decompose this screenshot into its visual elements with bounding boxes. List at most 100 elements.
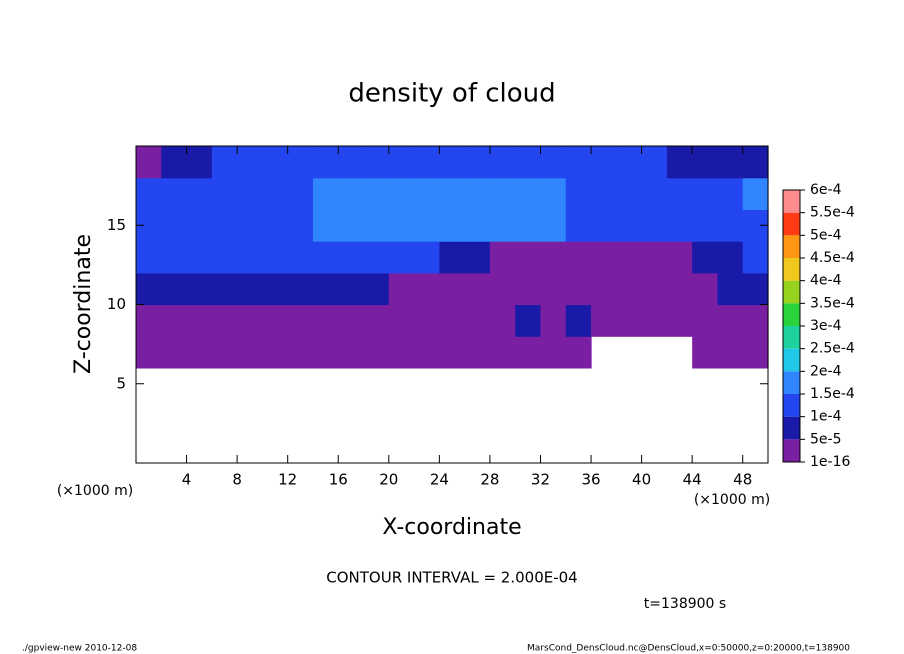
field-cell — [363, 177, 390, 210]
field-cell — [312, 209, 339, 242]
colorbar-box — [783, 212, 800, 236]
field-cell — [717, 177, 744, 210]
field-cell — [338, 209, 365, 242]
field-cell — [161, 304, 188, 337]
colorbar-box — [783, 190, 800, 213]
field-cell — [641, 272, 668, 306]
field-cell — [136, 304, 162, 337]
field-cell — [136, 241, 162, 274]
field-cell — [388, 209, 415, 242]
field-cell — [565, 177, 592, 210]
y-tick-label: 10 — [107, 295, 126, 313]
field-cell — [565, 272, 592, 306]
field-cell — [464, 177, 491, 210]
x-tick-label: 44 — [683, 471, 702, 489]
colorbar-label: 2e-4 — [810, 363, 842, 379]
field-cell — [540, 146, 567, 179]
field-cell — [439, 272, 466, 306]
field-cell — [641, 304, 668, 337]
field-cell — [717, 241, 744, 274]
field-cell — [616, 177, 643, 210]
x-tick-label: 36 — [581, 471, 600, 489]
field-cell — [312, 272, 339, 306]
field-cell — [692, 336, 719, 369]
field-cell — [363, 209, 390, 242]
colorbar-label: 5e-5 — [810, 431, 841, 447]
colorbar-box — [783, 326, 800, 349]
field-cell — [666, 146, 693, 179]
field-cell — [388, 336, 415, 369]
field-cell — [414, 304, 440, 337]
field-cell — [666, 241, 693, 274]
field-cell — [540, 241, 567, 274]
field-cell — [464, 304, 491, 337]
field-cell — [363, 304, 390, 337]
field-cell — [540, 209, 567, 242]
field-cell — [211, 272, 238, 306]
colorbar-label: 6e-4 — [810, 182, 842, 198]
field-cell — [742, 146, 769, 179]
field-cell — [312, 177, 339, 210]
field-cell — [717, 272, 744, 306]
footer-right: MarsCond_DensCloud.nc@DensCloud,x=0:5000… — [527, 644, 850, 654]
field-cell — [666, 177, 693, 210]
field-cell — [287, 146, 314, 179]
field-cell — [692, 146, 719, 179]
y-unit: (×1000 m) — [57, 483, 133, 499]
field-cell — [363, 241, 390, 274]
field-cell — [439, 177, 466, 210]
field-cell — [489, 241, 516, 274]
field-cell — [742, 241, 769, 274]
colorbar-label: 2.5e-4 — [810, 341, 855, 357]
field-cell — [237, 336, 263, 369]
field-cell — [666, 209, 693, 242]
field-cell — [237, 272, 263, 306]
colorbar-label: 4.5e-4 — [810, 250, 855, 266]
field-cell — [489, 336, 516, 369]
field-cell — [262, 146, 289, 179]
x-tick-label: 20 — [379, 471, 398, 489]
colorbar-label: 3e-4 — [810, 318, 842, 334]
field-cell — [388, 146, 415, 179]
field-cell — [414, 177, 440, 210]
field-cell — [287, 177, 314, 210]
field-cell — [186, 146, 213, 179]
field-cell — [717, 336, 744, 369]
field-cell — [591, 241, 617, 274]
field-cell — [136, 146, 162, 179]
field-cell — [161, 177, 188, 210]
x-tick-label: 28 — [480, 471, 499, 489]
field-cell — [262, 304, 289, 337]
field-cell — [515, 272, 542, 306]
field-cell — [464, 336, 491, 369]
x-tick-label: 4 — [182, 471, 192, 489]
x-tick-label: 24 — [430, 471, 449, 489]
field-cell — [616, 304, 643, 337]
field-cell — [312, 304, 339, 337]
x-tick-label: 16 — [329, 471, 348, 489]
colorbar-label: 4e-4 — [810, 273, 842, 289]
field-cell — [489, 304, 516, 337]
field-cell — [287, 304, 314, 337]
colorbar-label: 3.5e-4 — [810, 295, 855, 311]
field-cell — [540, 272, 567, 306]
field-cell — [211, 336, 238, 369]
field-cell — [515, 146, 542, 179]
field-cell — [262, 241, 289, 274]
field-cell — [742, 304, 769, 337]
field-cell — [388, 241, 415, 274]
colorbar-label: 1.5e-4 — [810, 386, 855, 402]
field-cell — [161, 272, 188, 306]
field-cell — [338, 146, 365, 179]
field-cell — [565, 304, 592, 337]
field-cell — [186, 241, 213, 274]
field-cell — [641, 241, 668, 274]
field-cell — [515, 336, 542, 369]
field-cell — [186, 272, 213, 306]
colorbar-label: 1e-4 — [810, 409, 842, 425]
field-cell — [211, 304, 238, 337]
field-cell — [439, 209, 466, 242]
field-cell — [211, 146, 238, 179]
colorbar-box — [783, 280, 800, 304]
